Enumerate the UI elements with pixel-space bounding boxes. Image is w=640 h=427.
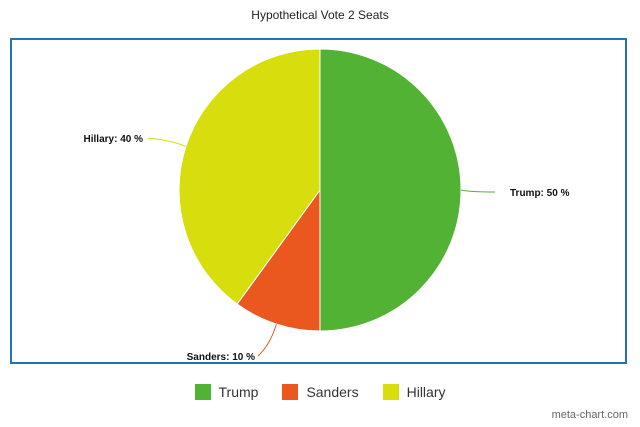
legend-label-sanders: Sanders: [306, 384, 359, 400]
credit-text: meta-chart.com: [551, 409, 628, 421]
legend-swatch-trump: [194, 384, 211, 400]
leader-line-trump: [460, 189, 496, 193]
legend: Trump Sanders Hillary: [0, 384, 640, 400]
legend-label-trump: Trump: [218, 384, 259, 400]
legend-item-hillary[interactable]: Hillary: [382, 384, 446, 400]
pie-slice-sanders[interactable]: [236, 188, 321, 332]
chart-title: Hypothetical Vote 2 Seats: [251, 8, 389, 22]
legend-swatch-hillary: [382, 384, 399, 400]
pie-slice-trump[interactable]: [319, 48, 462, 332]
pie-slice-hillary[interactable]: [178, 48, 321, 305]
legend-label-hillary: Hillary: [406, 384, 446, 400]
legend-item-trump[interactable]: Trump: [194, 384, 259, 400]
data-label-sanders: Sanders: 10 %: [187, 352, 255, 363]
legend-swatch-sanders: [282, 384, 299, 400]
leader-line-sanders: [257, 323, 277, 357]
plot-area-frame: [10, 38, 627, 364]
leader-line-hillary: [147, 137, 187, 147]
legend-item-sanders[interactable]: Sanders: [282, 384, 359, 400]
data-label-trump: Trump: 50 %: [510, 188, 570, 199]
data-label-hillary: Hillary: 40 %: [84, 134, 144, 145]
